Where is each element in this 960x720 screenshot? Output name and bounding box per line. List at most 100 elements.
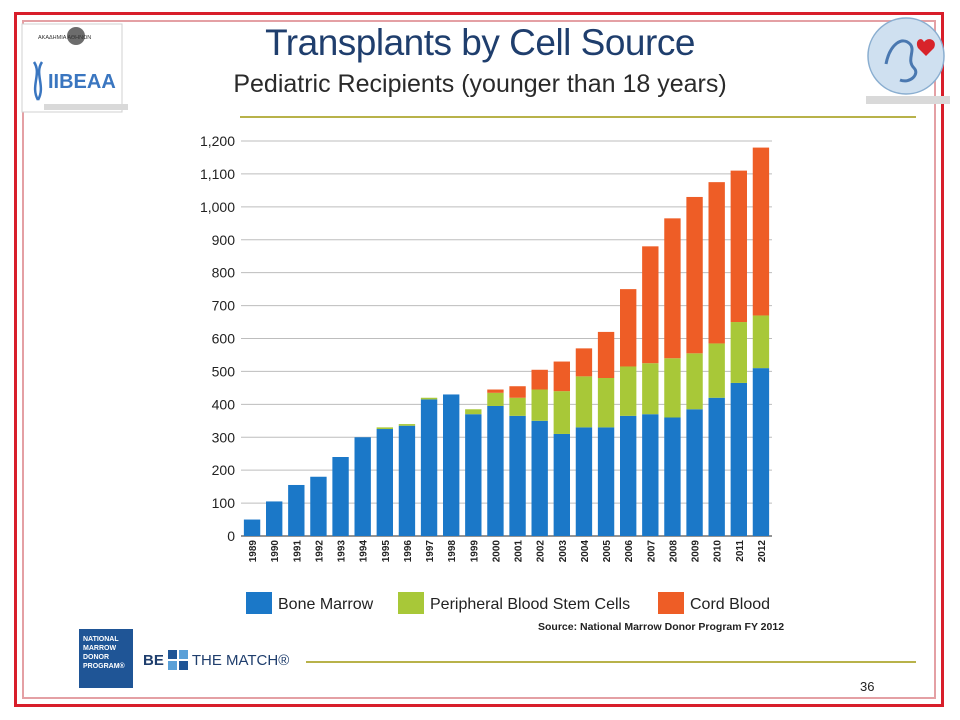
y-tick-label: 1,000	[200, 199, 235, 215]
bar-segment	[332, 457, 349, 536]
bar-segment	[310, 476, 327, 536]
bar-segment	[465, 409, 482, 415]
legend-swatch	[398, 592, 424, 614]
footer-rule	[306, 661, 916, 663]
title-rule	[240, 116, 916, 118]
bar-segment	[708, 182, 725, 344]
bar-segment	[509, 415, 526, 536]
bar-segment	[642, 414, 659, 536]
y-tick-label: 100	[212, 495, 236, 511]
nmdp-logo: NATIONAL MARROW DONOR PROGRAM®	[79, 629, 133, 688]
bar-segment	[597, 331, 615, 378]
y-tick-label: 400	[212, 396, 236, 412]
chart-source: Source: National Marrow Donor Program FY…	[538, 621, 785, 633]
bar-segment	[686, 409, 703, 536]
bar-segment	[642, 363, 659, 415]
bar-segment	[730, 170, 747, 323]
y-tick-label: 800	[212, 265, 236, 281]
bar-segment	[553, 433, 570, 536]
x-tick-label: 1998	[447, 540, 458, 563]
bar-segment	[354, 437, 371, 536]
legend-label: Bone Marrow	[278, 596, 374, 613]
x-tick-label: 1990	[270, 540, 281, 563]
bar-segment	[553, 361, 570, 392]
nmdp-line: PROGRAM®	[83, 663, 125, 670]
x-tick-label: 1989	[248, 540, 259, 563]
bar-segment	[531, 389, 548, 421]
x-tick-label: 2010	[713, 540, 724, 563]
bar-segment	[620, 366, 637, 416]
slide-subtitle: Pediatric Recipients (younger than 18 ye…	[233, 70, 727, 98]
legend-swatch	[658, 592, 684, 614]
bar-segment	[686, 353, 703, 410]
slide-frame-inner	[22, 20, 936, 699]
x-tick-label: 1992	[314, 540, 325, 563]
x-tick-label: 1997	[425, 540, 436, 563]
y-tick-label: 900	[212, 232, 236, 248]
x-tick-label: 2001	[514, 540, 525, 563]
bar-segment	[708, 343, 725, 398]
be-the-match-logo: BE THE MATCH®	[143, 649, 289, 671]
x-tick-label: 2011	[735, 540, 746, 562]
bar-segment	[376, 427, 393, 430]
bar-segment	[509, 397, 526, 416]
bar-segment	[398, 425, 416, 536]
nmdp-line: MARROW	[83, 645, 117, 652]
bar-segment	[597, 378, 615, 428]
puzzle-icon	[167, 650, 188, 670]
bar-segment	[509, 386, 526, 398]
x-tick-label: 1993	[337, 540, 348, 563]
be-the-match-be: BE	[143, 651, 164, 669]
y-tick-label: 600	[212, 331, 236, 347]
bar-segment	[620, 289, 637, 367]
bar-segment	[575, 376, 593, 428]
bar-segment	[620, 415, 637, 536]
x-tick-label: 1991	[292, 540, 303, 563]
bar-segment	[443, 394, 460, 536]
bar-segment	[288, 484, 305, 536]
nmdp-line: DONOR	[83, 654, 110, 661]
y-tick-label: 0	[227, 528, 235, 544]
bar-segment	[487, 392, 504, 406]
bar-segment	[664, 358, 681, 418]
nmdp-line: NATIONAL	[83, 636, 119, 643]
bar-segment	[487, 389, 504, 393]
bar-segment	[708, 397, 725, 536]
bar-segment	[553, 391, 570, 434]
bar-segment	[531, 369, 548, 390]
bar-segment	[487, 405, 504, 536]
academy-logo: ΑΚΑΔΗΜΙΑ ΑΘΗΝΩΝ IIBEAA	[21, 23, 128, 113]
legend-swatch	[246, 592, 272, 614]
bar-segment	[266, 501, 283, 536]
x-tick-label: 2000	[491, 540, 502, 563]
bar-segment	[465, 414, 482, 536]
y-tick-label: 1,100	[200, 166, 235, 182]
bar-segment	[664, 218, 681, 359]
bar-segment	[376, 429, 393, 536]
x-tick-label: 1999	[469, 540, 480, 563]
page-number: 36	[860, 679, 875, 694]
legend-label: Peripheral Blood Stem Cells	[430, 596, 630, 613]
y-tick-label: 1,200	[200, 133, 235, 149]
bar-segment	[243, 519, 261, 536]
legend-label: Cord Blood	[690, 596, 770, 613]
y-tick-label: 300	[212, 429, 236, 445]
bar-segment	[597, 427, 615, 536]
bar-segment	[575, 348, 593, 377]
x-tick-label: 1994	[359, 540, 370, 563]
x-tick-label: 2005	[602, 540, 613, 563]
bar-segment	[752, 315, 770, 369]
x-tick-label: 2006	[624, 540, 635, 563]
y-tick-label: 700	[212, 298, 236, 314]
x-tick-label: 2004	[580, 540, 591, 563]
x-tick-label: 1995	[381, 540, 392, 563]
x-tick-label: 2003	[558, 540, 569, 563]
academy-logo-caption: ΑΚΑΔΗΜΙΑ ΑΘΗΝΩΝ	[38, 35, 91, 41]
slide-title: Transplants by Cell Source	[265, 22, 695, 63]
y-tick-label: 500	[212, 363, 236, 379]
x-tick-label: 2007	[646, 540, 657, 563]
heart-globe-logo	[866, 17, 950, 104]
x-tick-label: 2002	[536, 540, 547, 563]
be-the-match-text: THE MATCH®	[191, 651, 290, 669]
bar-segment	[420, 399, 438, 536]
